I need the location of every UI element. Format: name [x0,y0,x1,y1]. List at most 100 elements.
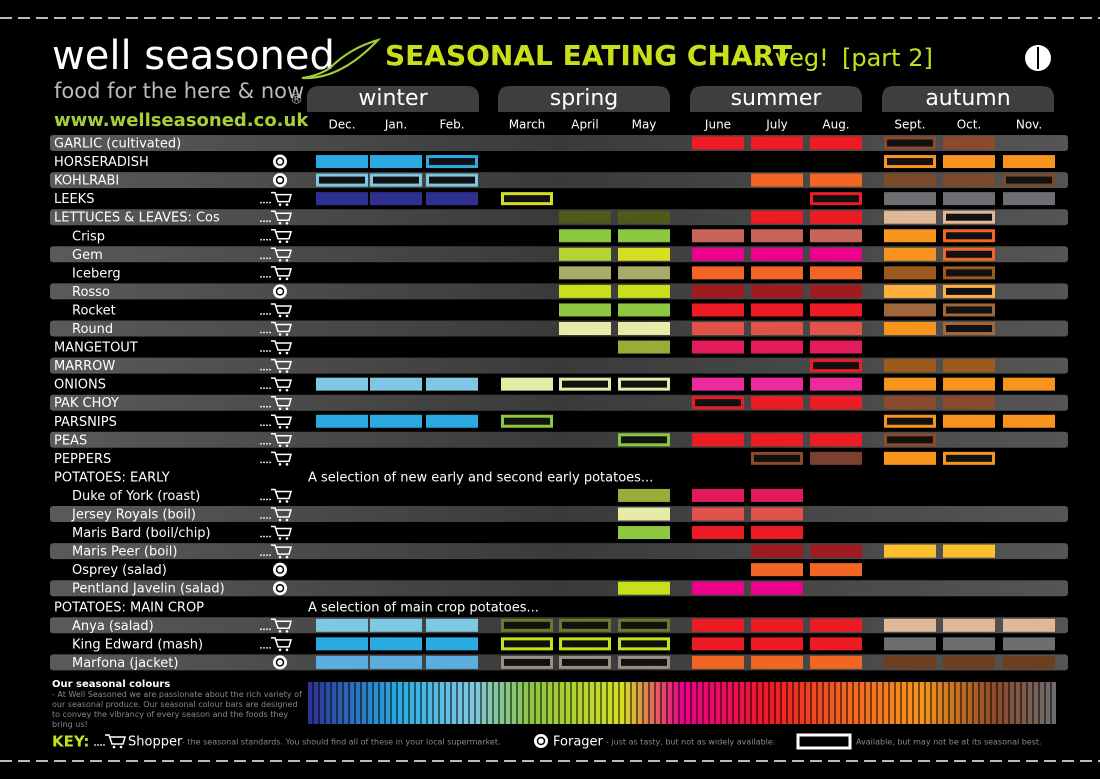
season-cell [884,637,936,651]
shopper-icon [263,331,265,334]
forager-icon [275,287,285,296]
shopper-icon [266,368,268,371]
shopper-icon [260,646,262,649]
shopper-icon [271,507,292,518]
shopper-icon [112,745,116,749]
shopper-icon [285,370,289,373]
season-cell [943,618,995,632]
month-label: April [571,118,598,132]
shopper-icon [266,201,268,204]
season-cell [692,433,744,447]
row-name: MANGETOUT [54,341,138,356]
season-cell-outline [501,414,553,428]
season-cell [751,247,803,261]
row-name: Rosso [72,285,110,300]
season-cell [751,637,803,651]
season-cell [1003,618,1055,632]
season-cell [751,377,803,391]
season-tab [690,86,862,112]
row-name: LETTUCES & LEAVES: Cos [54,211,220,226]
title: SEASONAL EATING CHART [385,39,792,72]
season-cell [692,266,744,280]
shopper-icon [266,628,268,631]
shopper-icon [269,257,271,260]
shopper-icon [260,517,262,519]
shopper-icon [263,220,265,223]
season-cell [751,433,803,447]
colour-strip [308,682,1056,724]
shopper-icon [271,210,292,221]
season-cell [559,303,611,317]
shopper-icon [260,257,262,260]
season-cell [316,155,368,169]
season-cell-outline [884,136,936,150]
season-cell [426,414,478,428]
shopper-icon [269,554,271,556]
season-cell [810,284,862,298]
row-name: Gem [72,248,103,263]
shopper-icon [103,744,105,746]
row-name: PAK CHOY [54,396,119,411]
colours-text-box: - At Well Seasoned we are passionate abo… [52,690,302,729]
row-name: PEPPERS [54,452,111,467]
season-cell [943,544,995,558]
url: www.wellseasoned.co.uk [54,110,309,131]
shopper-icon [285,630,289,633]
season-cell-outline [884,155,936,169]
shopper-icon [266,238,268,241]
row-name: POTATOES: EARLY [54,470,170,485]
shopper-icon [269,424,271,427]
season-cell [692,377,744,391]
season-cell [943,377,995,391]
season-cell [884,359,936,373]
season-cell [810,136,862,150]
shopper-icon [269,646,271,649]
season-cell [559,210,611,224]
shopper-icon [285,351,289,355]
shopper-icon [260,201,262,204]
season-cell [751,173,803,187]
season-cell-outline [501,637,553,651]
shopper-icon [285,648,289,652]
shopper-icon [97,744,99,746]
shopper-icon [271,229,292,240]
season-name: summer [731,86,823,111]
shopper-icon [269,442,271,445]
shopper-icon [269,220,271,223]
season-cell-outline [943,284,995,298]
shopper-icon [263,387,265,390]
season-cell [316,414,368,428]
shopper-icon [266,331,268,334]
shopper-icon [285,314,289,318]
shopper-icon [266,498,268,501]
shopper-icon [266,424,268,427]
shopper-icon [266,220,268,223]
shopper-icon [271,303,292,314]
season-cell [501,377,553,391]
season-cell [618,526,670,540]
season-cell-outline [316,173,368,187]
season-cell [618,247,670,261]
season-cell [943,396,995,410]
shopper-icon [278,648,282,652]
season-cell [810,451,862,465]
season-cell [618,488,670,502]
season-cell [370,192,422,206]
season-cell [692,618,744,632]
row-name: PEAS [54,433,87,448]
forager-icon [273,562,287,577]
row-band [50,580,1068,597]
shopper-icon [271,451,292,463]
season-cell [618,284,670,298]
key-shopper-icon [94,734,126,749]
season-cell [884,173,936,187]
shopper-icon [263,554,265,556]
season-cell [810,266,862,280]
shopper-icon [271,433,292,444]
shopper-icon [271,525,292,537]
season-cell [884,655,936,669]
season-cell [559,266,611,280]
season-cell-outline [692,396,744,410]
shopper-icon [278,444,282,448]
season-cell [884,322,936,335]
